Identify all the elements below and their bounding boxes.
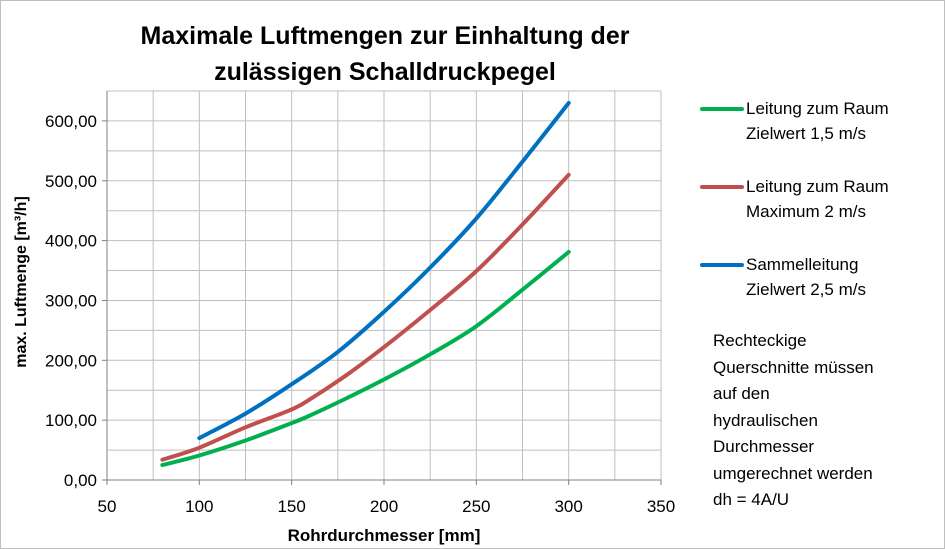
y-tick-label: 500,00 bbox=[45, 172, 97, 191]
x-tick-label: 300 bbox=[554, 497, 582, 516]
legend-item: Leitung zum Raum Zielwert 1,5 m/s bbox=[700, 96, 940, 174]
y-tick-label: 100,00 bbox=[45, 411, 97, 430]
x-tick-label: 50 bbox=[98, 497, 117, 516]
y-axis-label: max. Luftmenge [m³/h] bbox=[13, 196, 30, 368]
x-tick-label: 350 bbox=[647, 497, 675, 516]
chart-title: Maximale Luftmengen zur Einhaltung der z… bbox=[140, 22, 630, 86]
x-axis-label: Rohrdurchmesser [mm] bbox=[288, 526, 481, 545]
series-line-0 bbox=[160, 250, 571, 467]
legend-item: Sammelleitung Zielwert 2,5 m/s bbox=[700, 252, 940, 330]
y-tick-label: 0,00 bbox=[64, 471, 97, 490]
grid-lines bbox=[106, 90, 662, 481]
x-tick-label: 150 bbox=[277, 497, 305, 516]
legend-line-green bbox=[700, 107, 744, 111]
y-tick-label: 200,00 bbox=[45, 351, 97, 370]
y-tick-label: 300,00 bbox=[45, 291, 97, 310]
x-tick-label: 100 bbox=[185, 497, 213, 516]
series-line-2 bbox=[197, 101, 571, 441]
series-line-1 bbox=[160, 172, 571, 462]
legend-line-blue bbox=[700, 263, 744, 267]
annotation-text: Rechteckige Querschnitte müssen auf den … bbox=[713, 331, 874, 509]
legend-line-red bbox=[700, 185, 744, 189]
legend-label: Leitung zum Raum Maximum 2 m/s bbox=[746, 177, 889, 221]
x-tick-label: 250 bbox=[462, 497, 490, 516]
x-tick-label: 200 bbox=[370, 497, 398, 516]
legend-label: Sammelleitung Zielwert 2,5 m/s bbox=[746, 255, 866, 299]
axes: 0,00 100,00 200,00 300,00 400,00 500,00 600,00… bbox=[45, 91, 675, 516]
series-lines bbox=[160, 101, 571, 467]
y-tick-label: 400,00 bbox=[45, 232, 97, 251]
legend-item: Leitung zum Raum Maximum 2 m/s bbox=[700, 174, 940, 252]
legend: Leitung zum Raum Zielwert 1,5 m/s Leitun… bbox=[700, 96, 940, 330]
legend-label: Leitung zum Raum Zielwert 1,5 m/s bbox=[746, 99, 889, 143]
y-tick-label: 600,00 bbox=[45, 112, 97, 131]
